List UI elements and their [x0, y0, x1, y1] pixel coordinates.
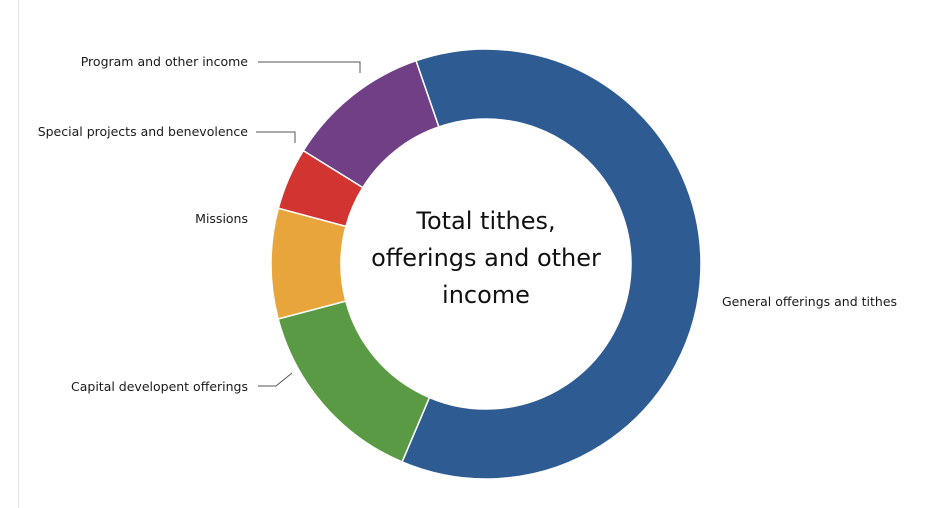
leader-line-program	[258, 61, 361, 73]
slice-label-missions: Missions	[195, 211, 248, 226]
slice-label-program: Program and other income	[81, 54, 249, 69]
donut-slice-missions	[270, 207, 347, 320]
slice-label-general: General offerings and tithes	[722, 294, 897, 309]
slice-label-special-projects: Special projects and benevolence	[38, 124, 249, 139]
center-title-line-3: income	[442, 281, 530, 309]
center-title-line-1: Total tithes,	[415, 207, 555, 235]
donut-slices	[270, 48, 702, 480]
leader-line-capital	[258, 372, 293, 387]
donut-slice-general-offerings-and-tithes	[401, 48, 702, 480]
center-title-line-2: offerings and other	[371, 244, 601, 272]
center-title: Total tithes, offerings and other income	[371, 207, 601, 309]
chart-frame-line	[18, 0, 19, 508]
slice-label-capital: Capital developent offerings	[71, 379, 248, 394]
leader-line-special-projects	[256, 131, 296, 143]
donut-slice-capital-developent-offerings	[277, 300, 431, 463]
donut-slice-program-and-other-income	[302, 59, 440, 189]
